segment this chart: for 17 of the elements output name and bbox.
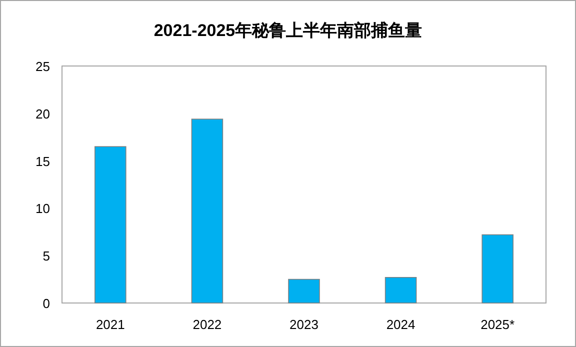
chart-title: 2021-2025年秘鲁上半年南部捕鱼量 <box>154 21 422 40</box>
bar <box>482 234 514 304</box>
x-tick-label: 2023 <box>290 317 318 332</box>
y-tick-label: 25 <box>36 59 50 74</box>
x-tick-label: 2022 <box>192 317 222 332</box>
x-tick-label: 2025* <box>480 317 515 332</box>
bar <box>191 118 224 304</box>
y-tick-label: 5 <box>42 248 50 264</box>
y-tick-label: 20 <box>36 106 50 122</box>
bar <box>288 278 320 304</box>
bar <box>384 277 417 304</box>
y-tick-label: 10 <box>36 201 50 216</box>
y-tick-label: 15 <box>36 154 50 169</box>
x-tick-label: 2021 <box>96 317 125 332</box>
bar <box>94 146 126 304</box>
x-tick-label: 2024 <box>386 317 416 332</box>
y-tick-label: 0 <box>42 296 50 311</box>
